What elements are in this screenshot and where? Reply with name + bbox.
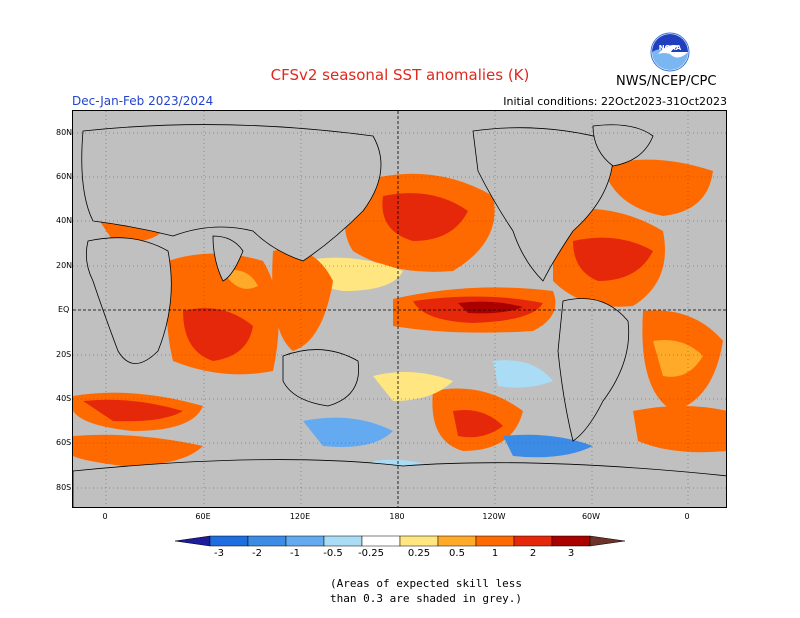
lon-tick: 120W <box>482 512 506 521</box>
colorbar-label: 1 <box>491 548 499 559</box>
colorbar-label: -2 <box>252 548 262 559</box>
lat-tick: 80S <box>56 483 72 492</box>
lat-tick: 80N <box>56 128 73 137</box>
skill-note-line2: than 0.3 are shaded in grey.) <box>330 592 523 605</box>
colorbar-label: -0.5 <box>323 548 343 559</box>
lon-tick: 120E <box>289 512 311 521</box>
colorbar-label: -1 <box>290 548 300 559</box>
colorbar-label: 2 <box>529 548 537 559</box>
lat-tick: 20N <box>56 261 73 270</box>
colorbar-arrow-low <box>175 535 211 547</box>
reference-lines <box>73 111 726 507</box>
colorbar-label: -3 <box>214 548 224 559</box>
anomaly-field <box>73 142 726 478</box>
initial-conditions: Initial conditions: 22Oct2023-31Oct2023 <box>503 95 727 108</box>
map-title: CFSv2 seasonal SST anomalies (K) <box>270 66 530 84</box>
lon-tick: 60E <box>195 512 211 521</box>
lon-tick: 0 <box>684 512 690 521</box>
lon-tick: 180 <box>389 512 405 521</box>
lat-tick: EQ <box>58 305 70 314</box>
colorbar-label: 0.5 <box>449 548 465 559</box>
agency-label: NWS/NCEP/CPC <box>616 74 717 89</box>
map-canvas <box>73 111 726 507</box>
lat-tick: 60S <box>56 438 72 447</box>
continents <box>73 124 726 507</box>
sst-anomaly-map <box>72 110 727 508</box>
logo-text: NOAA <box>659 44 682 52</box>
colorbar-label: 0.25 <box>407 548 431 559</box>
lon-tick: 60W <box>581 512 601 521</box>
forecast-period: Dec-Jan-Feb 2023/2024 <box>72 94 214 108</box>
colorbar-label: -0.25 <box>358 548 384 559</box>
lat-tick: 20S <box>56 350 72 359</box>
noaa-logo: NOAA <box>650 32 690 72</box>
lat-tick: 60N <box>56 172 73 181</box>
skill-note-line1: (Areas of expected skill less <box>330 577 523 590</box>
colorbar-label: 3 <box>567 548 575 559</box>
lat-tick: 40N <box>56 216 73 225</box>
colorbar-arrow-high <box>589 535 626 547</box>
lon-tick: 0 <box>102 512 108 521</box>
colorbar <box>175 535 626 547</box>
lat-tick: 40S <box>56 394 72 403</box>
skill-note: (Areas of expected skill less than 0.3 a… <box>330 576 522 606</box>
